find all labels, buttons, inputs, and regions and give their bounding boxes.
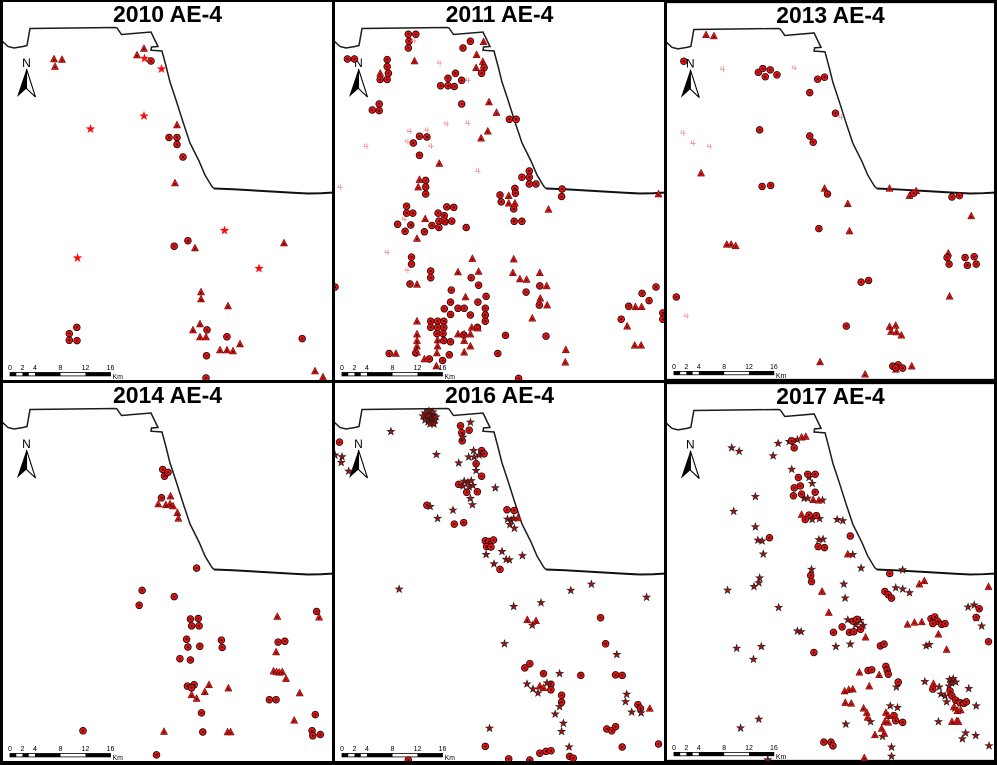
svg-text:16: 16: [770, 745, 778, 752]
svg-text:0: 0: [672, 364, 676, 371]
svg-text:16: 16: [439, 746, 447, 753]
svg-text:N: N: [686, 57, 695, 71]
svg-text:4: 4: [697, 745, 701, 752]
svg-text:12: 12: [745, 364, 753, 371]
svg-text:0: 0: [672, 745, 676, 752]
svg-text:2: 2: [684, 745, 688, 752]
svg-text:2: 2: [21, 746, 25, 753]
svg-text:2017 AE-4: 2017 AE-4: [776, 383, 885, 409]
svg-text:12: 12: [414, 365, 422, 372]
svg-text:Km: Km: [445, 755, 456, 761]
svg-text:12: 12: [414, 746, 422, 753]
svg-text:Km: Km: [113, 755, 124, 761]
svg-text:2013 AE-4: 2013 AE-4: [776, 2, 885, 28]
svg-text:12: 12: [82, 746, 90, 753]
svg-text:2: 2: [21, 365, 25, 372]
svg-text:Km: Km: [776, 373, 787, 380]
svg-text:16: 16: [439, 365, 447, 372]
svg-text:Km: Km: [776, 754, 787, 761]
svg-text:4: 4: [365, 746, 369, 753]
svg-text:2010 AE-4: 2010 AE-4: [113, 2, 222, 27]
svg-text:2: 2: [353, 365, 357, 372]
svg-text:4: 4: [697, 364, 701, 371]
svg-text:12: 12: [745, 745, 753, 752]
svg-text:Km: Km: [113, 374, 124, 380]
svg-text:4: 4: [33, 365, 37, 372]
svg-text:8: 8: [391, 746, 395, 753]
svg-text:4: 4: [33, 746, 37, 753]
svg-text:8: 8: [59, 746, 63, 753]
svg-text:8: 8: [722, 745, 726, 752]
svg-text:2: 2: [353, 746, 357, 753]
svg-text:2016 AE-4: 2016 AE-4: [445, 383, 554, 408]
svg-text:16: 16: [770, 364, 778, 371]
svg-text:2011 AE-4: 2011 AE-4: [446, 2, 554, 27]
svg-text:8: 8: [59, 365, 63, 372]
svg-text:2014 AE-4: 2014 AE-4: [113, 383, 222, 408]
svg-text:4: 4: [365, 365, 369, 372]
svg-text:0: 0: [340, 365, 344, 372]
svg-text:16: 16: [107, 365, 115, 372]
svg-text:0: 0: [8, 365, 12, 372]
svg-text:0: 0: [340, 746, 344, 753]
svg-text:8: 8: [722, 364, 726, 371]
svg-text:N: N: [354, 56, 363, 70]
svg-text:N: N: [354, 437, 363, 451]
svg-text:2: 2: [684, 364, 688, 371]
svg-text:8: 8: [391, 365, 395, 372]
svg-text:0: 0: [8, 746, 12, 753]
svg-text:12: 12: [82, 365, 90, 372]
svg-text:N: N: [686, 438, 695, 452]
svg-text:N: N: [22, 56, 31, 70]
svg-text:Km: Km: [445, 374, 456, 380]
svg-text:N: N: [22, 437, 31, 451]
svg-text:16: 16: [107, 746, 115, 753]
